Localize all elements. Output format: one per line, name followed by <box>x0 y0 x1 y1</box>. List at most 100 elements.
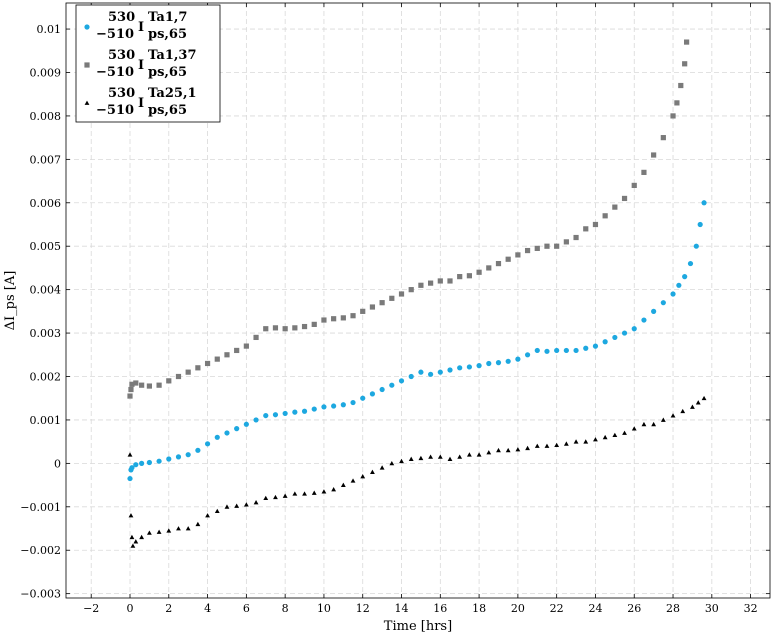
data-point <box>146 530 152 535</box>
legend-symbol: I <box>138 58 144 73</box>
data-point <box>263 326 269 332</box>
data-point <box>524 247 531 254</box>
data-point <box>428 280 434 286</box>
data-point <box>684 39 690 45</box>
data-point <box>534 245 540 251</box>
data-point <box>641 421 647 427</box>
data-point <box>476 452 482 457</box>
data-point <box>515 252 521 258</box>
data-point <box>331 403 337 409</box>
y-tick-label: 0.007 <box>30 153 62 166</box>
data-point <box>205 513 210 518</box>
data-point <box>563 347 569 354</box>
y-tick-label: 0.004 <box>30 284 62 297</box>
data-point <box>697 221 703 228</box>
legend-label-subscript: ps,65 <box>148 27 187 42</box>
data-point <box>302 491 307 496</box>
data-point <box>398 291 405 297</box>
data-point <box>243 502 249 507</box>
data-point <box>695 400 701 405</box>
x-tick-label: 16 <box>433 602 447 615</box>
x-tick-label: 30 <box>705 602 719 615</box>
data-point <box>204 441 211 447</box>
data-point <box>214 508 220 514</box>
x-tick-label: 6 <box>243 602 250 615</box>
data-point <box>583 226 589 232</box>
data-point <box>651 421 657 427</box>
legend-symbol: I <box>138 96 144 111</box>
data-point <box>369 304 376 310</box>
data-point <box>515 356 521 362</box>
data-point <box>701 395 707 401</box>
y-tick-label: 0 <box>54 457 61 470</box>
data-point <box>234 347 240 354</box>
data-point <box>185 452 191 458</box>
x-tick-label: 28 <box>666 602 680 615</box>
data-point <box>129 465 135 471</box>
data-point <box>563 441 569 446</box>
y-tick-label: 0.003 <box>30 327 62 340</box>
data-point <box>687 260 694 267</box>
legend-marker <box>84 100 90 105</box>
data-point <box>350 399 356 406</box>
data-point <box>593 437 598 442</box>
data-point <box>301 323 308 330</box>
data-point <box>592 221 599 228</box>
data-point <box>224 504 230 509</box>
series-2 <box>127 39 690 399</box>
data-point <box>631 182 637 189</box>
data-point <box>130 543 136 548</box>
x-axis-label: Time [hrs] <box>384 619 452 634</box>
x-tick-label: 10 <box>317 602 331 615</box>
data-point <box>670 113 676 119</box>
y-tick-label: −0.002 <box>20 544 61 557</box>
legend-box <box>75 4 221 123</box>
data-point <box>175 373 182 380</box>
legend-label-subscript: ps,65 <box>148 65 187 80</box>
data-point <box>272 412 279 418</box>
data-point <box>554 243 560 249</box>
data-point <box>651 152 657 158</box>
x-tick-label: 12 <box>356 602 370 615</box>
data-point <box>156 458 162 464</box>
data-point <box>621 330 628 336</box>
data-point <box>447 367 453 373</box>
data-point <box>495 360 502 366</box>
data-point <box>447 456 453 461</box>
data-point <box>282 493 288 498</box>
data-point <box>175 454 182 460</box>
data-point <box>139 460 145 466</box>
data-point <box>321 317 327 323</box>
data-point <box>592 343 599 349</box>
data-point <box>350 478 356 483</box>
data-point <box>621 195 628 202</box>
ticks: −2 0 2 4 6 8 10 12 14 16 18 20 22 24 26 28 30 32−0.003−0.… <box>20 3 770 615</box>
data-point <box>350 313 356 319</box>
data-point <box>573 347 579 354</box>
legend-label-bottom: −510 <box>96 65 134 80</box>
data-point <box>369 391 376 397</box>
legend-label-superscript: Ta1,37 <box>148 48 197 63</box>
data-point <box>379 386 385 393</box>
data-point <box>204 360 211 367</box>
data-point <box>379 465 385 470</box>
y-tick-label: 0.01 <box>37 23 62 36</box>
data-point <box>466 364 472 370</box>
data-point <box>360 308 366 314</box>
data-point <box>418 369 424 375</box>
data-point <box>457 454 463 459</box>
data-point <box>583 439 589 444</box>
data-point <box>272 325 279 331</box>
legend-entry: 530 −510 I Ta25,1 ps,65 <box>84 86 197 118</box>
data-point <box>674 100 680 106</box>
data-point <box>129 381 135 387</box>
series-3 <box>127 395 707 548</box>
data-point <box>282 410 288 417</box>
data-point <box>631 326 637 332</box>
data-point <box>311 321 317 327</box>
data-point <box>544 243 550 249</box>
legend-entry: 530 −510 I Ta1,7 ps,65 <box>84 10 187 42</box>
data-point <box>554 347 560 354</box>
